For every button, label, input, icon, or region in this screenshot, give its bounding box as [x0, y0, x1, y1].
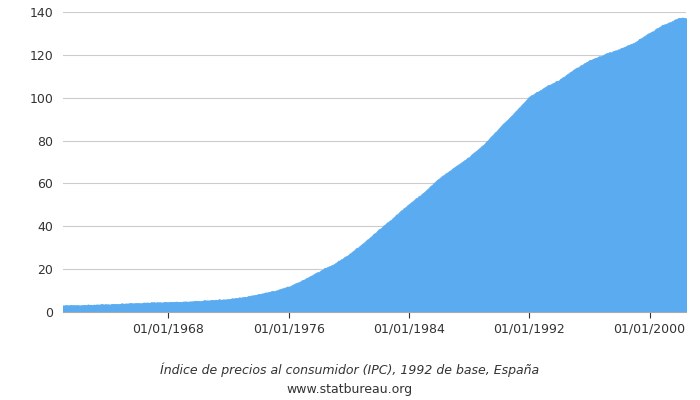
Text: www.statbureau.org: www.statbureau.org	[287, 384, 413, 396]
Text: Índice de precios al consumidor (IPC), 1992 de base, España: Índice de precios al consumidor (IPC), 1…	[160, 363, 540, 377]
